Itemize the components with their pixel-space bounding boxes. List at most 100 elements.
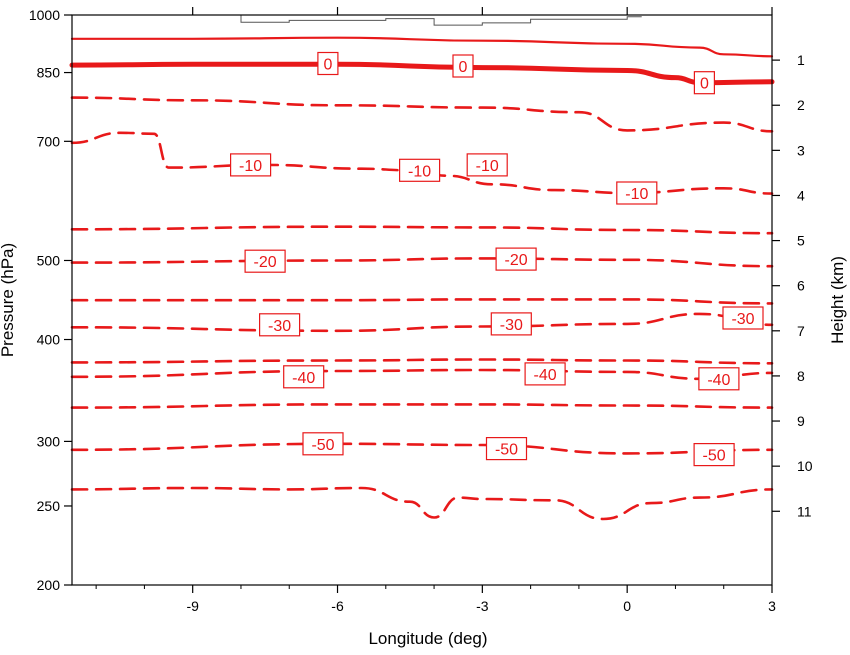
contour-label-text: -40 — [534, 367, 557, 384]
y-right-tick-label: 10 — [797, 458, 813, 474]
contour-label-text: -10 — [239, 158, 262, 175]
contour-label-text: -20 — [505, 252, 528, 269]
contour-label-box — [302, 432, 344, 456]
contour-label-box — [452, 54, 474, 78]
contour-line-minus20-6 — [70, 298, 774, 305]
contour-line-minus30-5 — [70, 312, 774, 333]
contour-line-minus20-8 — [70, 225, 774, 235]
contour-label-text: -10 — [408, 163, 431, 180]
contour-label-13: -10 — [466, 153, 508, 177]
x-tick-label: 3 — [768, 598, 776, 614]
y-right-tick-label: 6 — [797, 278, 805, 294]
contour-label-box — [259, 313, 301, 337]
y-left-tick-label: 1000 — [29, 7, 60, 23]
contour-label-text: -50 — [311, 437, 334, 454]
contour-label-text: 0 — [700, 76, 709, 93]
x-tick-label: 0 — [623, 598, 631, 614]
contour-label-box — [524, 362, 566, 386]
contour-line-minus40-3 — [70, 368, 774, 381]
y-left-tick-label: 400 — [37, 332, 61, 348]
contour-label-text: -30 — [500, 317, 523, 334]
y-axis-right-label: Height (km) — [828, 256, 847, 344]
plot-frame — [71, 14, 773, 586]
contour-label-0: -50 — [302, 432, 344, 456]
y-left-tick-label: 700 — [37, 133, 61, 149]
contour-label-text: -40 — [292, 370, 315, 387]
contour-label-4: -40 — [524, 362, 566, 386]
y-left-tick-label: 250 — [37, 498, 61, 514]
y-left-tick-label: 200 — [37, 577, 61, 593]
contour-line-0-11 — [69, 61, 775, 86]
y-right-tick-label: 2 — [797, 97, 805, 113]
contour-line-minus50-0 — [70, 486, 774, 521]
y-right-tick-label: 4 — [797, 187, 805, 203]
contour-label-text: -40 — [707, 372, 730, 389]
x-tick-label: -3 — [476, 598, 489, 614]
contour-label-layer: -50 -50 -50 -40 -40 -40 -30 -30 -30 -20 -20 -10 -10 -… — [230, 51, 764, 467]
contour-line-minus30-4 — [70, 358, 774, 365]
contour-layer — [69, 36, 775, 521]
contour-label-box — [698, 367, 740, 391]
contour-label-box — [693, 71, 716, 95]
contour-label-box — [230, 153, 272, 177]
axis-layer: -9 -6 -3 0 310008507005004003002502001234567… — [29, 7, 813, 614]
y-left-tick-label: 300 — [37, 433, 61, 449]
contour-label-text: -30 — [731, 311, 754, 328]
contour-label-6: -30 — [259, 313, 301, 337]
contour-label-box — [485, 437, 528, 461]
x-tick-label: -6 — [331, 598, 344, 614]
contour-label-2: -50 — [693, 443, 735, 467]
contour-line-10-12 — [70, 36, 774, 58]
contour-label-text: 0 — [323, 57, 332, 74]
contour-label-3: -40 — [283, 365, 325, 389]
contour-label-17: 0 — [693, 71, 716, 95]
contour-label-box — [490, 312, 532, 336]
contour-label-box — [244, 249, 286, 273]
contour-label-1: -50 — [485, 437, 528, 461]
x-axis-label: Longitude (deg) — [368, 629, 487, 648]
terrain-line — [168, 14, 642, 26]
y-right-tick-label: 9 — [797, 413, 805, 429]
contour-label-7: -30 — [490, 312, 532, 336]
contour-line-minus10-10 — [70, 96, 774, 133]
contour-label-8: -30 — [722, 306, 764, 330]
terrain-layer — [168, 14, 642, 26]
contour-label-5: -40 — [698, 367, 740, 391]
y-right-tick-label: 5 — [797, 233, 805, 249]
y-right-tick-label: 1 — [797, 52, 805, 68]
contour-label-text: -50 — [495, 442, 518, 459]
x-tick-label: -9 — [186, 598, 199, 614]
contour-label-text: -30 — [268, 318, 291, 335]
y-right-tick-label: 8 — [797, 368, 805, 384]
contour-label-box — [722, 306, 764, 330]
y-axis-left-label: Pressure (hPa) — [0, 243, 17, 357]
contour-label-12: -10 — [399, 158, 441, 182]
contour-label-box — [317, 51, 339, 76]
contour-line-minus50-1 — [70, 442, 774, 455]
contour-label-box — [466, 153, 508, 177]
contour-label-text: -10 — [625, 186, 648, 203]
contour-label-9: -20 — [244, 249, 286, 273]
contour-label-text: -10 — [476, 158, 499, 175]
contour-label-10: -20 — [495, 247, 537, 271]
contour-label-text: 0 — [459, 59, 468, 76]
contour-label-14: -10 — [616, 181, 658, 205]
y-left-tick-label: 850 — [37, 65, 61, 81]
contour-line-minus20-7 — [70, 257, 774, 268]
contour-label-11: -10 — [230, 153, 272, 177]
contour-label-16: 0 — [452, 54, 474, 78]
contour-label-box — [616, 181, 658, 205]
y-right-tick-label: 11 — [797, 503, 812, 519]
contour-label-box — [495, 247, 537, 271]
contour-label-15: 0 — [317, 51, 339, 76]
contour-label-text: -50 — [703, 448, 726, 465]
contour-label-box — [399, 158, 441, 182]
y-left-tick-label: 500 — [37, 252, 61, 268]
contour-line-minus40-2 — [70, 403, 774, 409]
contour-label-box — [693, 443, 735, 467]
contour-label-text: -20 — [254, 254, 277, 271]
y-right-tick-label: 7 — [797, 323, 805, 339]
contour-label-box — [283, 365, 325, 389]
